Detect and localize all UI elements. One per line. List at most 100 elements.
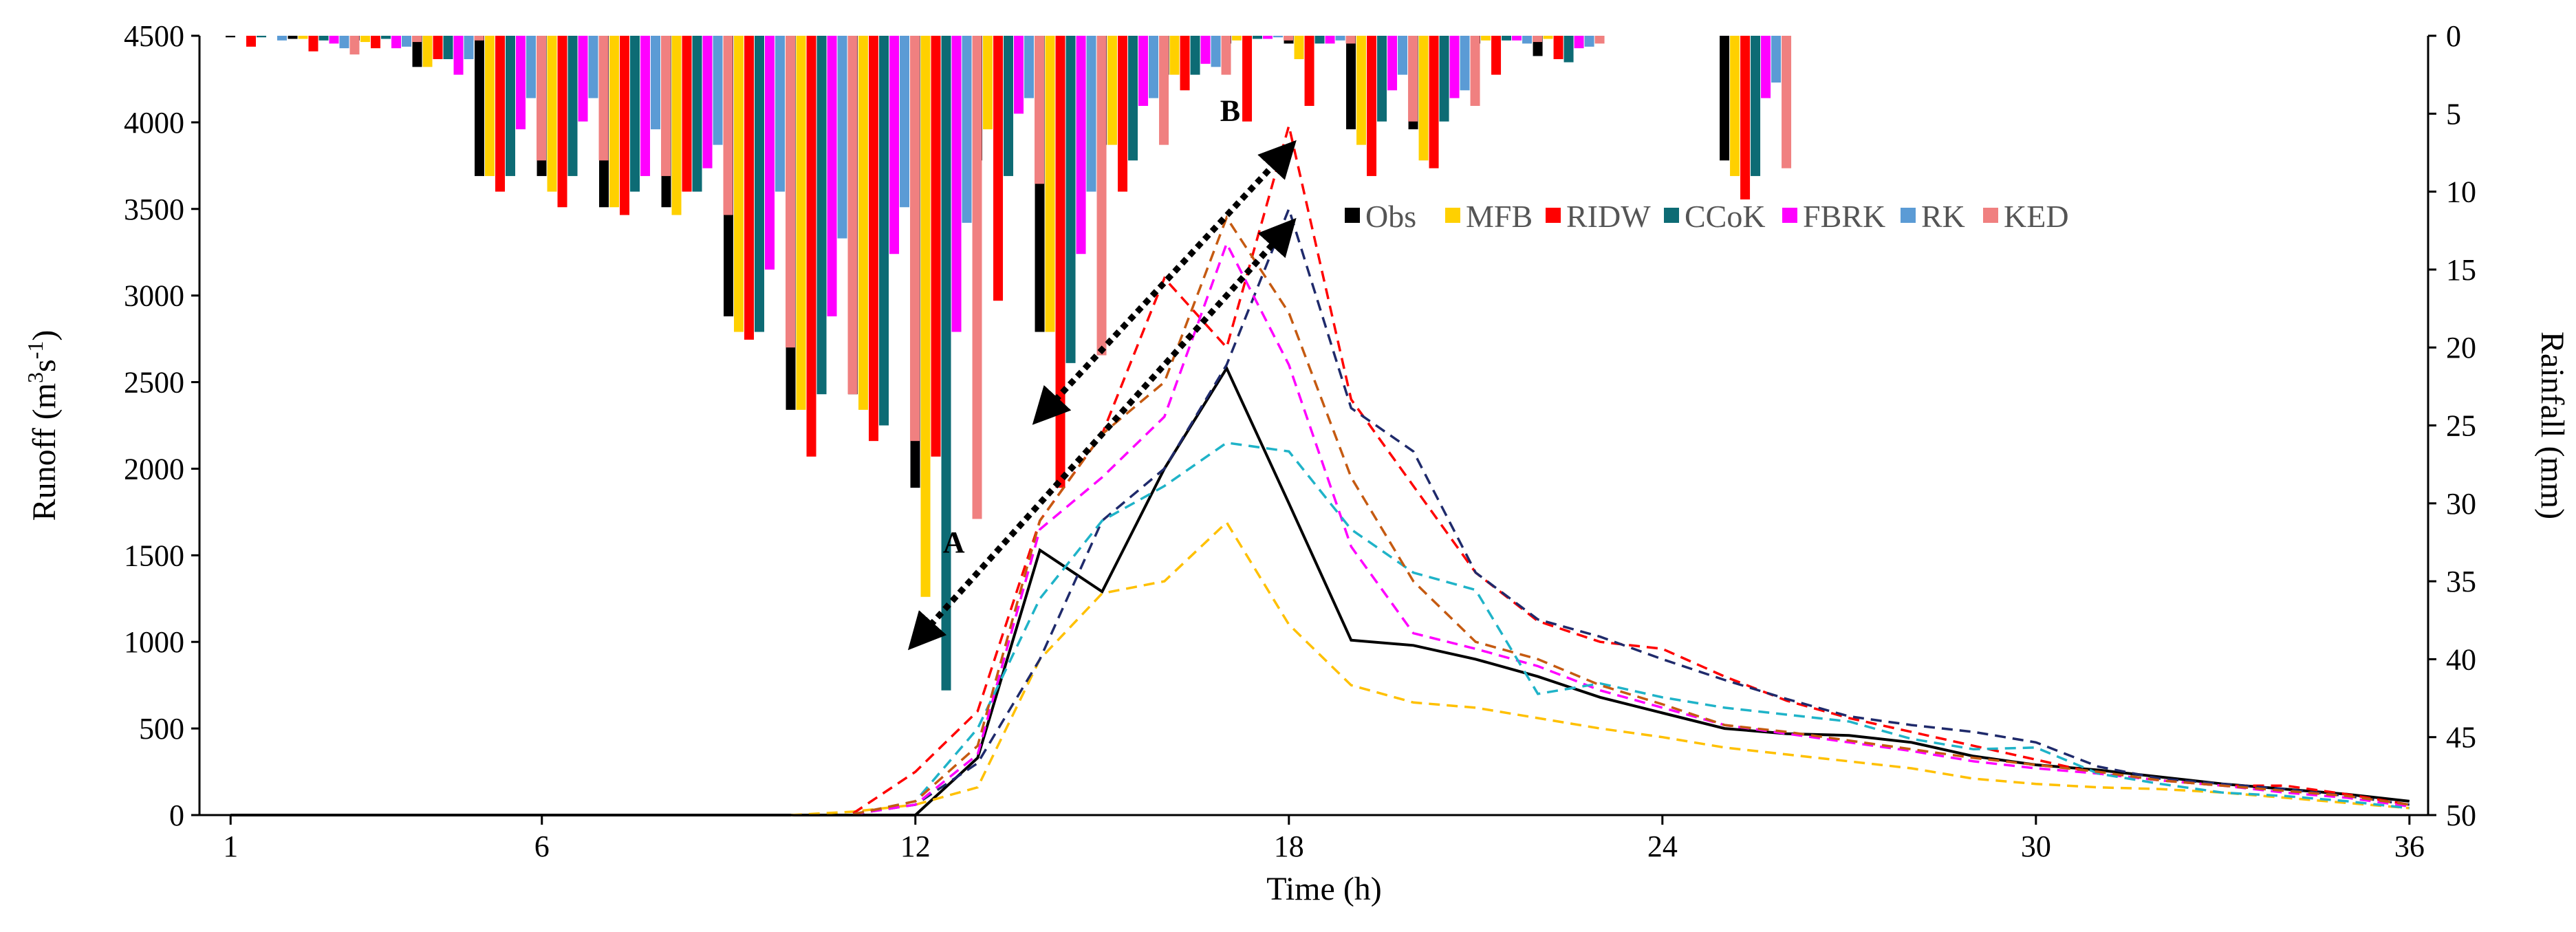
y-left-axis-title: Runoff (m3s-1) bbox=[23, 330, 63, 521]
rain-bar-ridw-4 bbox=[433, 36, 443, 59]
rain-bar-rk-12 bbox=[962, 36, 972, 223]
runoff-line-fbrk bbox=[853, 240, 2410, 816]
rain-bar-mfb-6 bbox=[547, 36, 557, 192]
legend: Obs MFB RIDW CCoK FBRK RK KED bbox=[1345, 199, 2069, 234]
rain-bar-ccok-6 bbox=[567, 36, 578, 176]
rain-bar-ccok-2 bbox=[318, 36, 329, 41]
rain-bar-rk-8 bbox=[713, 36, 723, 145]
rain-bar-ridw-9 bbox=[744, 36, 755, 340]
rain-bar-ked-8 bbox=[723, 36, 733, 215]
rain-bar-ccok-19 bbox=[1377, 36, 1387, 122]
rain-bar-obs-1 bbox=[226, 36, 236, 38]
y-right-axis-title: Rainfall (mm) bbox=[2534, 332, 2570, 519]
rain-bar-obs-5 bbox=[475, 36, 485, 176]
rain-bar-ccok-5 bbox=[506, 36, 516, 176]
rain-bar-ccok-14 bbox=[1065, 36, 1076, 363]
rain-bar-mfb-22 bbox=[1543, 36, 1553, 39]
legend-label-obs: Obs bbox=[1365, 199, 1416, 234]
rain-bar-rk-18 bbox=[1335, 36, 1345, 41]
rain-bar-fbrk-17 bbox=[1263, 36, 1273, 39]
rain-bar-ccok-15 bbox=[1128, 36, 1138, 161]
rain-bar-ked-13 bbox=[1035, 36, 1045, 184]
rain-bar-ked-16 bbox=[1221, 36, 1231, 75]
legend-swatch-fbrk bbox=[1782, 208, 1797, 223]
rain-bar-ridw-21 bbox=[1491, 36, 1502, 75]
rain-bar-rk-16 bbox=[1211, 36, 1221, 67]
rain-bar-obs-19 bbox=[1346, 36, 1356, 129]
rain-bar-ked-7 bbox=[661, 36, 671, 176]
rain-bar-ked-17 bbox=[1284, 36, 1294, 41]
rain-bar-mfb-11 bbox=[858, 36, 869, 410]
rain-bar-ked-2 bbox=[349, 36, 360, 55]
rain-bar-fbrk-15 bbox=[1138, 36, 1149, 106]
x-tick-label: 30 bbox=[2021, 830, 2051, 863]
rain-bar-rk-19 bbox=[1398, 36, 1408, 75]
y-right-tick-label: 50 bbox=[2446, 799, 2476, 832]
rain-bar-fbrk-19 bbox=[1387, 36, 1398, 91]
x-axis-title: Time (h) bbox=[1266, 871, 1382, 907]
y-left-tick-label: 3500 bbox=[124, 193, 184, 226]
rain-bar-ked-18 bbox=[1345, 36, 1356, 44]
rain-bar-fbrk-9 bbox=[765, 36, 775, 270]
rain-bar-rk-10 bbox=[837, 36, 847, 239]
rain-bar-fbrk-6 bbox=[578, 36, 588, 122]
rain-bar-ridw-5 bbox=[495, 36, 506, 192]
rain-bar-ked-12 bbox=[972, 36, 982, 519]
rain-bar-ked-6 bbox=[598, 36, 609, 161]
rain-bar-mfb-12 bbox=[920, 36, 931, 597]
y-left-tick-label: 4000 bbox=[124, 106, 184, 140]
y-right-tick-label: 15 bbox=[2446, 253, 2476, 287]
rain-bar-mfb-2 bbox=[298, 36, 308, 39]
legend-label-fbrk: FBRK bbox=[1803, 199, 1885, 234]
y-right-tick-label: 20 bbox=[2446, 331, 2476, 365]
rain-bar-ccok-7 bbox=[630, 36, 640, 192]
rain-bar-ridw-10 bbox=[806, 36, 816, 457]
rain-bar-mfb-14 bbox=[1045, 36, 1055, 332]
rain-bar-rk-1 bbox=[277, 36, 288, 41]
rain-bar-fbrk-16 bbox=[1200, 36, 1211, 64]
rain-bar-rk-21 bbox=[1522, 36, 1533, 44]
rain-bar-fbrk-8 bbox=[702, 36, 713, 169]
rain-bar-ccok-25 bbox=[1751, 36, 1761, 176]
y-right-tick-label: 10 bbox=[2446, 175, 2476, 209]
rain-bar-fbrk-21 bbox=[1512, 36, 1522, 41]
rain-bar-ked-9 bbox=[786, 36, 796, 348]
rain-bar-ccok-18 bbox=[1314, 36, 1325, 44]
rain-bar-ked-22 bbox=[1594, 36, 1605, 44]
y-left-title-sup: 3 bbox=[23, 372, 47, 383]
rain-bar-ridw-1 bbox=[246, 36, 257, 47]
y-left-title-part: ) bbox=[26, 330, 63, 341]
rain-bar-rk-4 bbox=[464, 36, 474, 59]
annotation-label-b: B bbox=[1220, 94, 1240, 128]
runoff-line-ccok bbox=[853, 205, 2410, 816]
rain-bar-fbrk-22 bbox=[1574, 36, 1584, 49]
rain-bar-ccok-21 bbox=[1502, 36, 1512, 41]
rain-bar-rk-2 bbox=[339, 36, 349, 49]
rain-bar-ridw-14 bbox=[1055, 36, 1065, 488]
rain-bar-rk-14 bbox=[1086, 36, 1096, 192]
rain-bar-ridw-2 bbox=[308, 36, 318, 52]
legend-label-rk: RK bbox=[1921, 199, 1965, 234]
rain-bar-ridw-18 bbox=[1304, 36, 1314, 106]
rain-bar-ridw-17 bbox=[1242, 36, 1253, 122]
rain-bar-ccok-20 bbox=[1439, 36, 1449, 122]
rain-bar-mfb-20 bbox=[1418, 36, 1429, 161]
rain-bar-ccok-4 bbox=[443, 36, 453, 59]
rain-bar-ccok-16 bbox=[1190, 36, 1200, 75]
runoff-line-ked bbox=[852, 215, 2410, 816]
rain-bar-mfb-7 bbox=[609, 36, 620, 208]
rain-bar-obs-4 bbox=[412, 36, 422, 67]
legend-swatch-mfb bbox=[1445, 208, 1460, 223]
rain-bar-fbrk-20 bbox=[1449, 36, 1460, 98]
rain-bar-ccok-12 bbox=[941, 36, 951, 691]
rain-bar-fbrk-11 bbox=[889, 36, 900, 254]
rain-bar-rk-7 bbox=[651, 36, 661, 129]
rain-bar-ridw-11 bbox=[869, 36, 879, 442]
x-tick-label: 12 bbox=[900, 830, 931, 863]
rain-bar-ccok-22 bbox=[1563, 36, 1574, 63]
rain-bar-rk-6 bbox=[588, 36, 598, 98]
y-left-title-part: Runoff (m bbox=[26, 383, 63, 521]
rain-bar-ridw-12 bbox=[931, 36, 941, 457]
rain-bar-mfb-17 bbox=[1232, 36, 1242, 41]
rain-bar-mfb-25 bbox=[1730, 36, 1740, 176]
